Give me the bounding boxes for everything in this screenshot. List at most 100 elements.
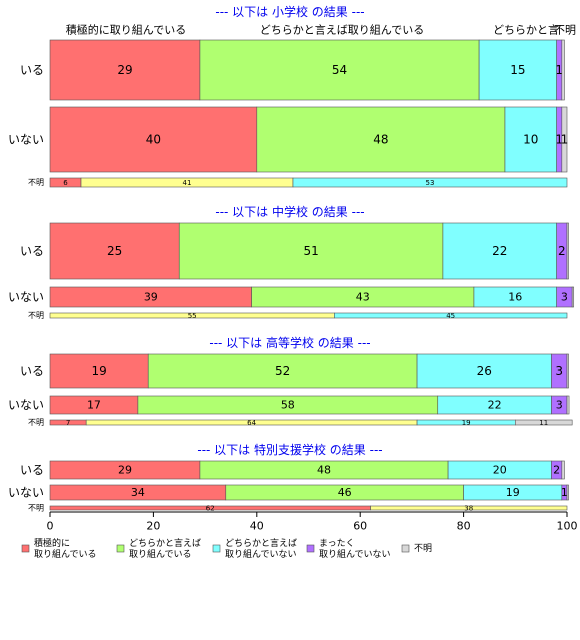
data-label: 48: [317, 464, 331, 477]
panel-title: --- 以下は 高等学校 の結果 ---: [209, 335, 370, 350]
legend-label: どちらかと言えば: [225, 537, 297, 549]
bar-segment: [442, 222, 557, 280]
data-label: 51: [303, 244, 318, 258]
x-tick-label: 100: [557, 520, 578, 533]
data-label: 55: [188, 312, 197, 320]
data-label: 3: [556, 399, 563, 412]
bar-segment: [566, 353, 569, 389]
row-label: いる: [20, 463, 44, 477]
data-label: 17: [87, 399, 101, 412]
legend-label: 取り組んでいる: [129, 548, 192, 560]
data-label: 40: [146, 133, 161, 147]
bar-segment: [49, 222, 180, 280]
data-label: 45: [446, 312, 455, 320]
bar-segment: [561, 460, 565, 480]
data-label: 52: [275, 364, 290, 378]
bar-segment: [571, 286, 575, 308]
row-label: いない: [8, 486, 44, 500]
data-label: 1: [555, 133, 563, 147]
header-label: どちらかと言: [493, 24, 559, 37]
legend-label: 取り組んでいない: [225, 548, 297, 560]
legend-swatch: [306, 544, 315, 553]
row-label: いる: [20, 364, 44, 378]
data-label: 1: [561, 486, 568, 499]
data-label: 38: [464, 505, 473, 513]
row-label: 不明: [28, 418, 44, 427]
data-label: 7: [66, 419, 70, 427]
data-label: 53: [426, 179, 435, 187]
data-label: 29: [117, 63, 132, 77]
x-tick-label: 60: [353, 520, 367, 533]
bar-segment: [478, 39, 557, 101]
data-label: 22: [488, 399, 502, 412]
x-tick-label: 40: [250, 520, 264, 533]
row-label: いる: [20, 63, 44, 77]
data-label: 15: [510, 63, 525, 77]
bar-segment: [199, 39, 480, 101]
header-label: 積極的に取り組んでいる: [66, 23, 186, 37]
panel-title: --- 以下は 特別支援学校 の結果 ---: [197, 442, 382, 457]
row-label: 不明: [28, 504, 44, 513]
panel-title: --- 以下は 小学校 の結果 ---: [215, 4, 364, 19]
data-label: 1: [561, 133, 569, 147]
row-label: いない: [8, 133, 44, 147]
data-label: 62: [206, 505, 215, 513]
bar-segment: [561, 39, 565, 101]
bar-segment: [566, 222, 569, 280]
legend-label: 不明: [414, 543, 432, 554]
row-label: いない: [8, 290, 44, 304]
data-label: 6: [63, 179, 68, 187]
data-label: 3: [561, 291, 568, 304]
legend-swatch: [401, 544, 410, 553]
data-label: 46: [338, 486, 352, 499]
bar-segment: [334, 312, 568, 319]
bar-segment: [566, 395, 570, 415]
bar-segment: [514, 419, 573, 426]
bar-segment: [504, 106, 557, 173]
row-label: 不明: [28, 178, 44, 187]
data-label: 29: [118, 464, 132, 477]
data-label: 10: [523, 133, 538, 147]
data-label: 25: [107, 244, 122, 258]
data-label: 54: [332, 63, 347, 77]
data-label: 20: [493, 464, 507, 477]
legend-swatch: [212, 544, 221, 553]
bar-segment: [370, 505, 568, 511]
data-label: 64: [247, 419, 256, 427]
data-label: 1: [555, 63, 563, 77]
bar-segment: [178, 222, 444, 280]
data-label: 11: [539, 419, 548, 427]
bar-segment: [292, 177, 568, 188]
data-label: 2: [553, 464, 560, 477]
data-label: 41: [183, 179, 192, 187]
panel-title: --- 以下は 中学校 の結果 ---: [215, 204, 364, 219]
row-label: 不明: [28, 311, 44, 320]
bar-segment: [49, 106, 258, 173]
row-label: いない: [8, 398, 44, 412]
data-label: 22: [492, 244, 507, 258]
data-label: 3: [555, 364, 563, 378]
legend-swatch: [21, 544, 30, 553]
row-label: いる: [20, 244, 44, 258]
bar-segment: [561, 106, 568, 173]
bar-segment: [566, 484, 569, 501]
legend-swatch: [116, 544, 125, 553]
data-label: 34: [131, 486, 145, 499]
x-tick-label: 0: [47, 520, 54, 533]
bar-segment: [416, 353, 552, 389]
data-label: 26: [477, 364, 492, 378]
data-label: 2: [558, 244, 566, 258]
legend-label: まったく: [319, 538, 355, 549]
x-tick-label: 80: [457, 520, 471, 533]
legend-label: 取り組んでいる: [34, 548, 97, 560]
data-label: 19: [91, 364, 106, 378]
header-label: どちらかと言えば取り組んでいる: [260, 24, 424, 37]
data-label: 48: [373, 133, 388, 147]
data-label: 16: [508, 291, 522, 304]
data-label: 43: [356, 291, 370, 304]
x-tick-label: 20: [146, 520, 160, 533]
bar-segment: [49, 39, 201, 101]
data-label: 58: [281, 399, 295, 412]
